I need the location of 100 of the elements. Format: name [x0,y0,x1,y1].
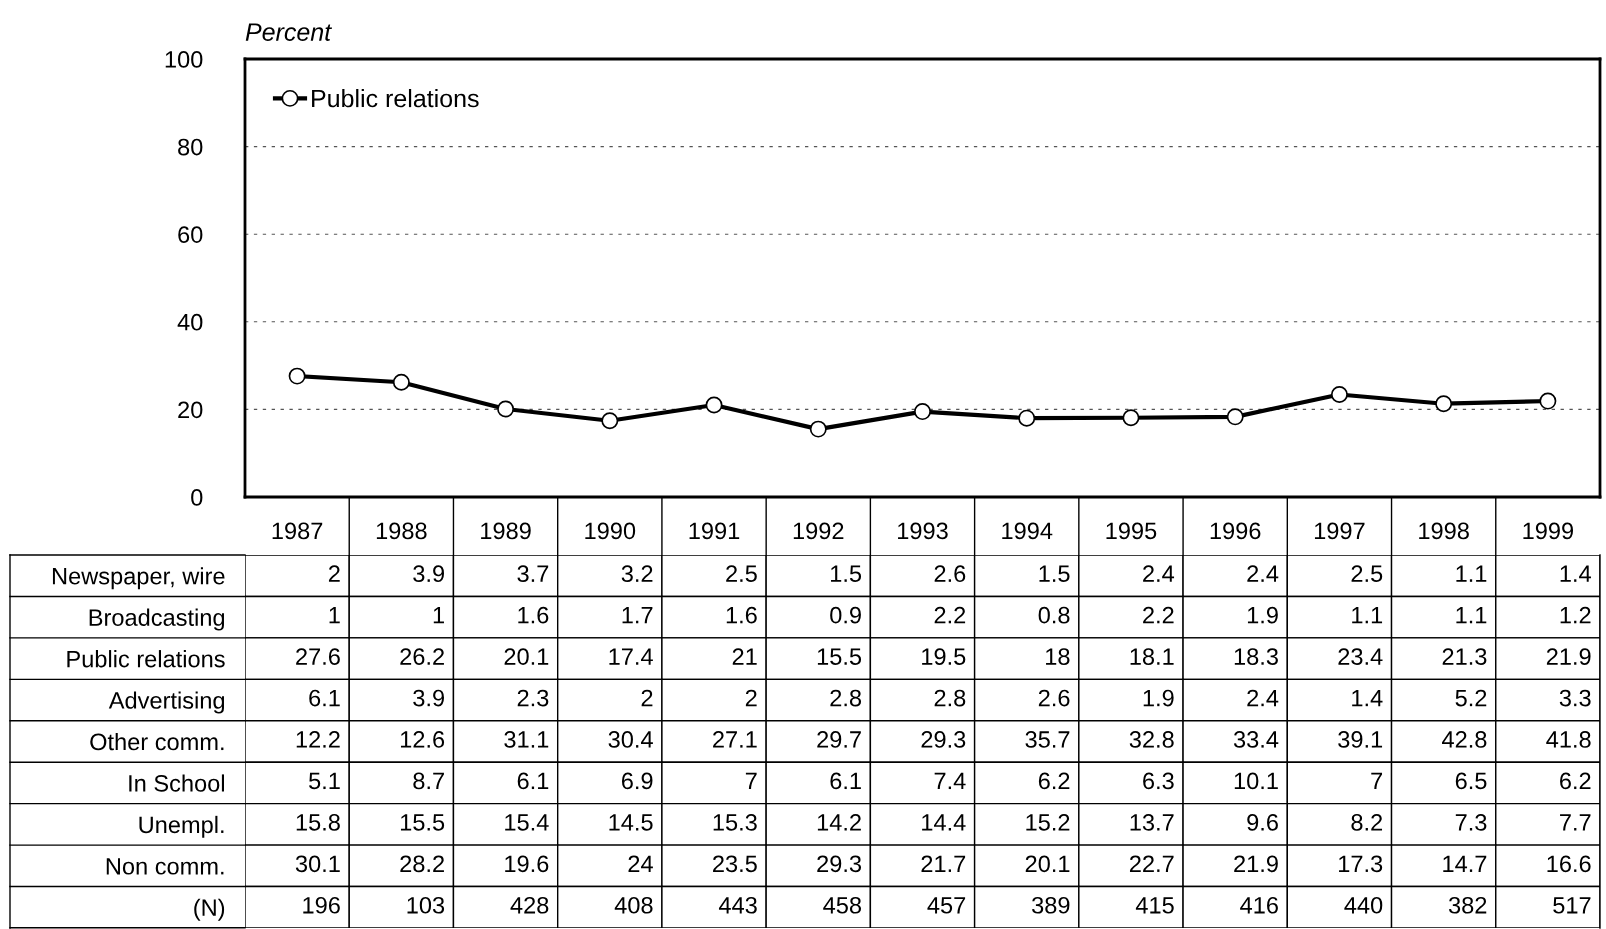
data-label: 196 [303,896,340,914]
data-label: 2 [745,689,757,707]
data-label: 5.1 [309,772,340,790]
data-label: 32.8 [1129,731,1174,748]
data-label: 42.8 [1442,731,1487,748]
point [914,403,931,421]
data-label: 1.5 [831,565,862,583]
data-label: 428 [510,896,549,914]
point [288,367,306,385]
y-tick-label: (N) [194,898,225,921]
data-label: 15.5 [400,814,445,831]
data-label: 41.8 [1546,731,1591,748]
point [392,373,410,391]
x-tick-label: 1990 [585,522,636,540]
data-label: 1.7 [622,607,653,624]
y-tick-label: Public relations [67,650,225,668]
data-label: 15.8 [296,814,340,831]
x-tick-label: 1992 [793,522,844,540]
data-label: 18 [1046,648,1070,665]
data-label: 6.2 [1560,772,1591,790]
data-label: 30.4 [608,731,653,748]
data-label: 6.1 [309,689,340,707]
data-label: 21.7 [921,855,966,872]
y-tick-label: 0 [191,489,203,506]
data-label: 9.6 [1247,814,1278,831]
data-label: 7.7 [1560,814,1591,831]
data-label: 12.2 [296,731,340,748]
x-tick-label: 1989 [481,522,531,540]
x-tick-label: 1997 [1314,522,1365,540]
data-label: 3.3 [1559,689,1591,707]
y-tick-label: 20 [178,401,203,419]
data-label: 1.9 [1143,689,1174,707]
x-tick-label: 1998 [1419,522,1469,540]
data-label: 457 [927,897,966,914]
y-tick-label: Newspaper, wire [52,567,225,590]
data-label: 1.1 [1352,607,1383,624]
data-label: 39.1 [1338,731,1383,748]
data-label: 23.5 [713,855,757,873]
data-label: 2 [328,565,340,582]
point [1122,409,1140,427]
data-label: 28.2 [400,855,444,873]
data-label: 6.1 [830,772,861,790]
data-label: 7.4 [934,772,966,790]
data-label: 18.1 [1130,648,1174,665]
data-label: 389 [1032,896,1070,914]
data-label: 14.2 [817,814,861,831]
data-label: 31.1 [504,731,549,748]
data-label: 14.5 [609,814,653,831]
y-tick-label: Unempl. [139,815,224,838]
data-label: 2.8 [934,689,966,707]
x-tick-label: 1993 [898,522,948,540]
data-label: 15.3 [713,814,757,831]
data-label: 0.9 [830,606,861,624]
data-label: 33.4 [1233,731,1279,748]
data-label: 416 [1240,896,1278,914]
data-label: 29.3 [921,731,966,748]
data-label: 415 [1135,897,1174,914]
data-label: 13.7 [1130,814,1174,831]
data-label: 17.4 [609,648,653,665]
x-tick-label: 1995 [1106,522,1157,540]
y-axis-title: Percent [245,23,333,41]
x-tick-label: 1991 [689,522,740,540]
data-label: 2.3 [517,689,549,707]
point [1330,386,1348,403]
data-label: 1.1 [1456,607,1487,624]
data-label: 24 [628,855,653,872]
data-label: 15.5 [817,648,862,665]
data-label: 2.5 [1351,565,1383,583]
data-label: 5.2 [1455,689,1487,707]
data-label: 17.3 [1339,855,1383,873]
data-label: 12.6 [400,731,445,748]
x-tick-label: 1988 [376,522,427,540]
data-label: 1 [329,607,340,624]
y-tick-label: 40 [177,313,203,331]
y-tick-label: Other comm. [90,732,224,751]
data-label: 29.7 [817,731,861,748]
data-label: 2.8 [830,689,862,707]
data-label: 6.9 [621,772,653,790]
point [705,396,723,414]
data-label: 2.4 [1247,565,1279,582]
data-label: 1.1 [1456,565,1487,582]
data-label: 26.2 [400,648,444,665]
data-label: 1.5 [1039,565,1070,583]
data-label: 1.4 [1352,689,1383,707]
data-label: 1.4 [1560,565,1591,582]
data-label: 21.9 [1546,648,1591,665]
point [1539,392,1557,410]
data-label: 3.7 [517,565,549,583]
data-label: 2.4 [1247,689,1279,707]
y-tick-label: Broadcasting [89,608,225,631]
data-label: 103 [407,896,445,914]
x-tick-label: 1994 [1002,522,1053,540]
data-label: 18.3 [1234,648,1278,665]
x-tick-label: 1987 [272,522,323,540]
data-label: 6.5 [1455,772,1487,790]
point [601,412,619,430]
point [497,400,515,418]
data-label: 382 [1448,896,1487,914]
point [809,420,827,438]
y-tick-label: 60 [178,226,203,243]
